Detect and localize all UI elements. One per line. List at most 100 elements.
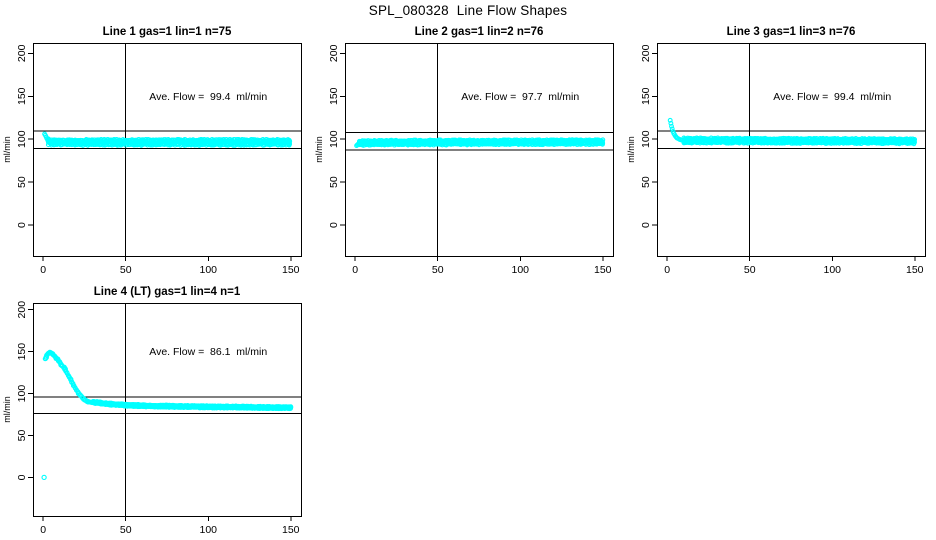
data-point xyxy=(220,403,226,409)
plot-box xyxy=(657,43,926,257)
y-tick-label: 150 xyxy=(328,87,340,105)
data-point xyxy=(576,137,582,143)
x-tick-label: 150 xyxy=(906,264,924,276)
annotation-ave-flow: Ave. Flow = 99.4 ml/min xyxy=(149,91,267,103)
x-tick-label: 50 xyxy=(432,264,444,276)
y-tick-label: 0 xyxy=(640,222,652,228)
data-point xyxy=(406,138,412,143)
data-point xyxy=(438,137,443,143)
plot-box xyxy=(33,43,302,257)
data-point xyxy=(286,137,292,143)
y-tick-label: 150 xyxy=(16,343,28,361)
data-point xyxy=(719,136,725,141)
y-tick-label: 200 xyxy=(16,44,28,62)
data-point xyxy=(824,135,830,141)
data-point xyxy=(130,401,136,407)
panel-3: Line 3 gas=1 lin=3 n=76 0 50 100 150 0 50 100 15… xyxy=(624,20,936,280)
data-point xyxy=(53,137,59,143)
panel-title: Line 4 (LT) gas=1 lin=4 n=1 xyxy=(94,286,241,298)
annotation-ave-flow: Ave. Flow = 97.7 ml/min xyxy=(461,91,579,103)
y-tick-label: 100 xyxy=(16,385,28,403)
annotation-ave-flow: Ave. Flow = 99.4 ml/min xyxy=(773,91,891,103)
data-point xyxy=(516,138,522,143)
data-point xyxy=(765,136,771,142)
y-axis-label: ml/min xyxy=(626,136,636,163)
x-tick-label: 100 xyxy=(823,264,841,276)
y-axis-label: ml/min xyxy=(2,136,12,163)
data-point xyxy=(753,135,759,141)
data-point xyxy=(78,137,84,143)
data-point xyxy=(199,137,205,143)
data-point xyxy=(668,120,674,126)
data-point xyxy=(221,137,227,142)
data-point xyxy=(380,138,386,144)
data-point xyxy=(153,402,159,408)
y-axis: 0 50 100 150 200 xyxy=(16,44,33,228)
data-point xyxy=(154,137,160,143)
data-point xyxy=(411,137,417,143)
data-point xyxy=(131,137,137,143)
data-point xyxy=(685,135,691,141)
y-tick-label: 0 xyxy=(328,222,340,228)
plot-svg-4: Line 4 (LT) gas=1 lin=4 n=1 0 50 100 150 0 50 1… xyxy=(2,286,302,536)
panel-title: Line 3 gas=1 lin=3 n=76 xyxy=(727,26,856,38)
data-point xyxy=(862,136,868,142)
plot-svg-3: Line 3 gas=1 lin=3 n=76 0 50 100 150 0 50 100 15… xyxy=(626,26,926,276)
x-tick-label: 0 xyxy=(40,524,46,536)
data-point xyxy=(525,138,531,143)
y-tick-label: 150 xyxy=(640,87,652,105)
data-point xyxy=(486,138,492,143)
y-tick-label: 100 xyxy=(16,130,28,148)
data-point xyxy=(762,135,768,141)
data-point xyxy=(600,137,606,143)
x-tick-label: 50 xyxy=(744,264,756,276)
data-point xyxy=(484,137,490,143)
y-tick-label: 0 xyxy=(16,474,28,480)
data-point xyxy=(682,136,688,142)
data-point xyxy=(563,137,569,143)
x-tick-label: 50 xyxy=(120,264,132,276)
data-point xyxy=(509,138,515,144)
data-point xyxy=(394,138,400,144)
y-axis-label: ml/min xyxy=(2,396,12,423)
data-point xyxy=(436,137,442,143)
data-points xyxy=(667,117,918,147)
x-axis: 0 50 100 150 xyxy=(352,256,612,276)
data-point xyxy=(667,117,673,123)
data-points xyxy=(41,349,294,481)
figure-title: SPL_080328 Line Flow Shapes xyxy=(368,3,568,18)
x-axis: 0 50 100 150 xyxy=(664,256,924,276)
x-tick-label: 150 xyxy=(594,264,612,276)
data-point xyxy=(225,403,231,409)
y-axis: 0 50 100 150 200 xyxy=(640,44,657,228)
plot-svg-2: Line 2 gas=1 lin=2 n=76 0 50 100 150 0 50 100 15… xyxy=(314,26,614,276)
data-point xyxy=(388,137,394,143)
y-tick-label: 0 xyxy=(16,222,28,228)
panel-1: Line 1 gas=1 lin=1 n=75 0 50 100 150 0 50 100 15… xyxy=(0,20,312,280)
y-tick-label: 50 xyxy=(16,176,28,188)
data-point xyxy=(86,137,92,143)
data-point xyxy=(218,137,224,143)
data-point xyxy=(399,138,405,144)
plot-svg-1: Line 1 gas=1 lin=1 n=75 0 50 100 150 0 50 100 15… xyxy=(2,26,302,276)
data-point xyxy=(66,137,72,143)
data-point xyxy=(58,137,64,143)
data-point xyxy=(896,136,902,142)
data-point xyxy=(806,136,812,141)
data-point xyxy=(912,137,918,142)
data-point xyxy=(194,403,200,409)
x-tick-label: 150 xyxy=(282,264,300,276)
x-tick-label: 150 xyxy=(282,524,300,536)
y-axis: 0 50 100 150 200 xyxy=(16,301,33,480)
data-point xyxy=(167,402,173,408)
data-points xyxy=(354,137,606,149)
y-axis: 0 50 100 150 200 xyxy=(328,44,345,228)
data-point xyxy=(218,403,223,409)
annotation-ave-flow: Ave. Flow = 86.1 ml/min xyxy=(149,346,267,358)
data-point xyxy=(192,138,198,143)
data-point xyxy=(798,136,804,142)
panel-title: Line 1 gas=1 lin=1 n=75 xyxy=(103,26,232,38)
data-point xyxy=(83,137,89,142)
data-point xyxy=(418,137,423,143)
